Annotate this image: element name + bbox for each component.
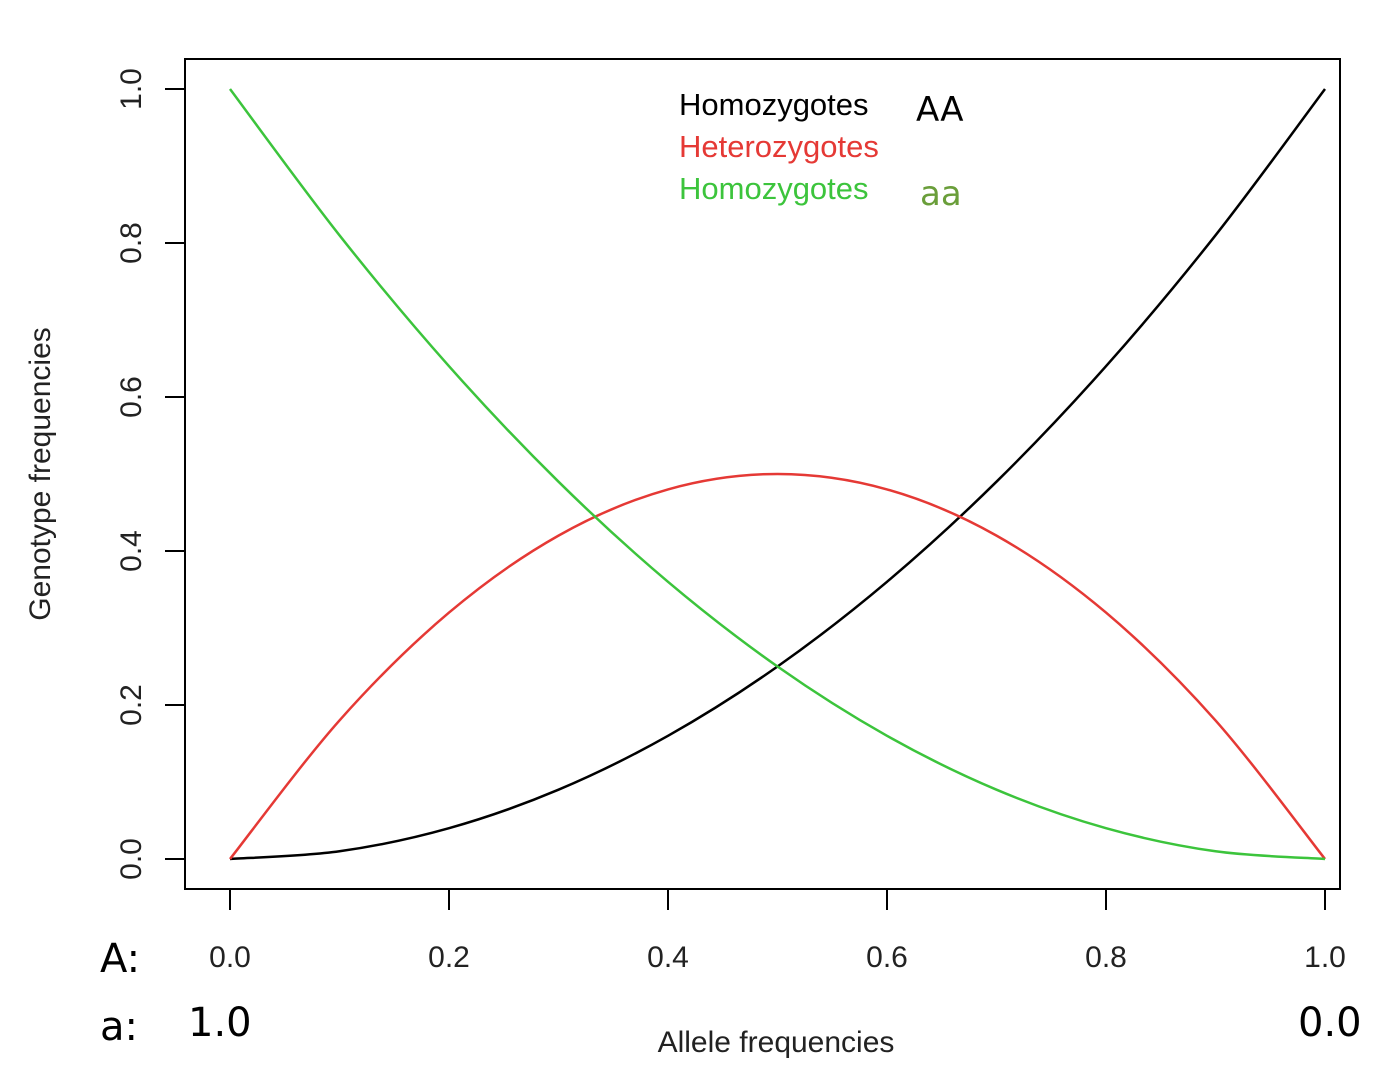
y-axis-title: Genotype frequencies — [24, 327, 57, 621]
y-tick-label: 1.0 — [115, 68, 148, 110]
x-tick-label: 0.8 — [1085, 941, 1127, 974]
series-line-0 — [229, 88, 1327, 861]
y-axis: 0.0 0.2 0.4 0.6 0.8 1.0 — [115, 68, 186, 880]
x-tick-label: 0.2 — [428, 941, 470, 974]
allele-a-start: 1.0 — [188, 1000, 252, 1046]
series-lines — [228, 88, 1327, 861]
x-tick-label: 0.0 — [209, 941, 251, 974]
series-line-2 — [228, 88, 1326, 861]
allele-A-label: A: — [100, 936, 140, 982]
x-tick-label: 0.4 — [647, 941, 689, 974]
y-tick-label: 0.4 — [115, 530, 148, 572]
allele-rows: A: a: 1.0 0.0 — [100, 936, 1362, 1050]
y-tick-label: 0.6 — [115, 376, 148, 418]
allele-a-label: a: — [100, 1004, 138, 1050]
x-tick-label: 1.0 — [1304, 941, 1346, 974]
x-axis: 0.0 0.2 0.4 0.6 0.8 1.0 — [209, 888, 1346, 974]
x-axis-title: Allele frequencies — [658, 1026, 895, 1059]
series-line-1 — [229, 472, 1326, 860]
legend-entry-1: Heterozygotes — [679, 129, 879, 164]
legend-suffix-2: aa — [920, 174, 962, 214]
allele-a-end: 0.0 — [1298, 1000, 1362, 1046]
y-tick-label: 0.2 — [115, 684, 148, 726]
y-tick-label: 0.0 — [115, 838, 148, 880]
x-tick-label: 0.6 — [866, 941, 908, 974]
legend: Homozygotes AA Heterozygotes Homozygotes aa — [679, 87, 963, 214]
legend-entry-0: Homozygotes — [679, 87, 869, 122]
legend-entry-2: Homozygotes — [679, 171, 869, 206]
legend-suffix-0: AA — [916, 90, 963, 130]
y-tick-label: 0.8 — [115, 222, 148, 264]
